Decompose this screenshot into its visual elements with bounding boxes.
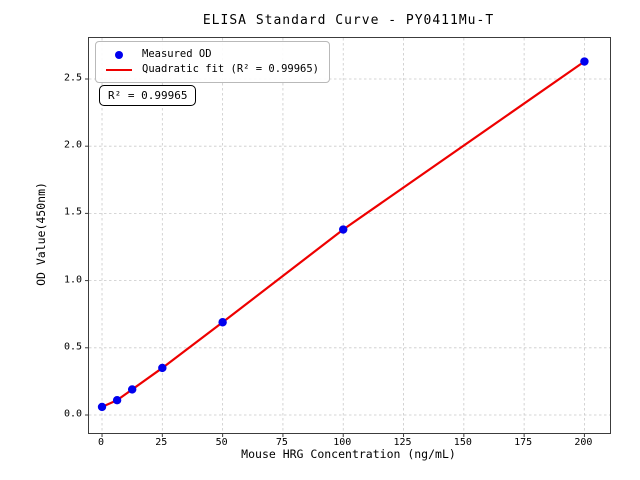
plot-canvas <box>85 38 610 437</box>
legend-item-quadratic-fit: Quadratic fit (R² = 0.99965) <box>104 62 319 77</box>
data-point <box>112 396 122 405</box>
x-tick-label: 50 <box>215 437 228 448</box>
r-squared-annotation: R² = 0.99965 <box>99 85 197 106</box>
x-axis-label: Mouse HRG Concentration (ng/mL) <box>241 447 456 461</box>
y-tick-label: 0.0 <box>63 408 82 420</box>
y-tick-label: 1.0 <box>63 274 82 286</box>
data-point <box>580 57 589 66</box>
legend-label-quadratic-fit: Quadratic fit (R² = 0.99965) <box>142 63 320 75</box>
x-tick-label: 100 <box>333 437 352 448</box>
data-point <box>158 363 167 373</box>
y-axis-label: OD Value(450nm) <box>34 182 48 286</box>
x-tick-label: 200 <box>574 437 593 448</box>
scatter-marker-icon <box>115 50 123 59</box>
data-point <box>218 318 227 327</box>
data-point <box>97 402 107 412</box>
x-tick-label: 25 <box>155 437 168 448</box>
legend: Measured OD Quadratic fit (R² = 0.99965) <box>95 41 331 83</box>
legend-label-measured-od: Measured OD <box>142 48 212 60</box>
y-tick-label: 2.0 <box>63 139 82 151</box>
fit-line-icon <box>106 68 132 71</box>
y-tick-label: 1.5 <box>63 206 82 218</box>
x-tick-label: 0 <box>98 437 105 448</box>
chart-title: ELISA Standard Curve - PY0411Mu-T <box>202 13 495 28</box>
x-tick-label: 175 <box>514 437 533 448</box>
legend-item-measured-od: Measured OD <box>104 47 319 62</box>
plot-area: Measured OD Quadratic fit (R² = 0.99965)… <box>85 37 611 437</box>
x-tick-label: 75 <box>275 437 288 448</box>
x-tick-label: 150 <box>453 437 472 448</box>
data-point <box>127 385 137 394</box>
data-point <box>339 225 348 234</box>
legend-swatch <box>104 50 134 59</box>
y-tick-label: 0.5 <box>63 341 82 353</box>
x-tick-label: 125 <box>393 437 412 448</box>
legend-swatch <box>104 68 134 71</box>
y-tick-label: 2.5 <box>63 72 82 84</box>
